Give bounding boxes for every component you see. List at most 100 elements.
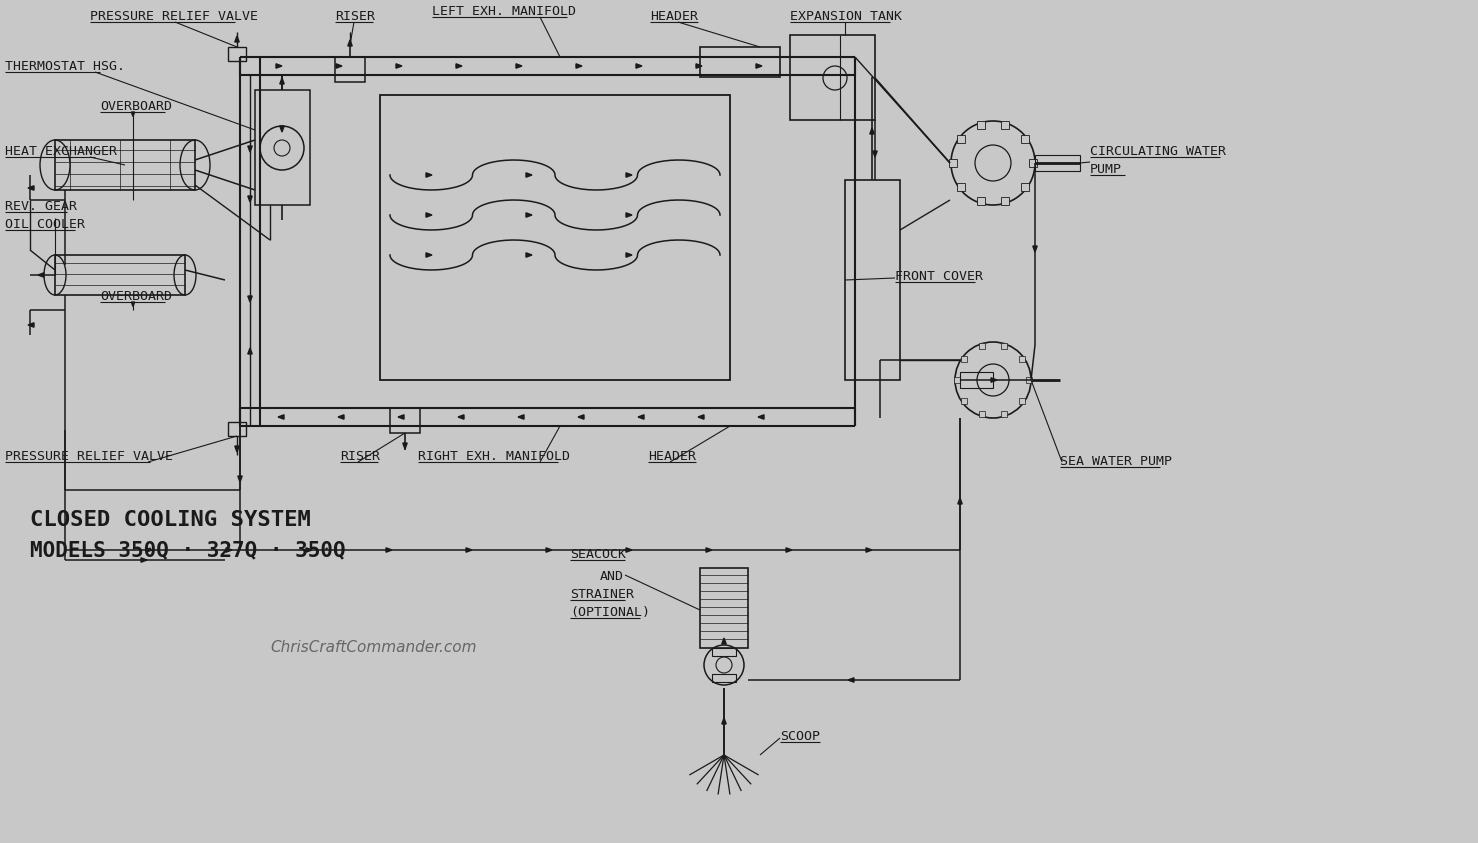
Text: MODELS 350Q · 327Q · 350Q: MODELS 350Q · 327Q · 350Q [30,540,346,560]
Bar [701,47,780,77]
Text: HEADER: HEADER [650,10,698,23]
Polygon shape [545,548,551,552]
Bar [956,136,965,143]
Bar [949,159,956,167]
Bar [1001,343,1007,349]
Polygon shape [398,415,403,419]
Text: RIGHT EXH. MANIFOLD: RIGHT EXH. MANIFOLD [418,450,571,463]
Bar [55,255,185,295]
Polygon shape [627,548,633,552]
Polygon shape [336,64,341,68]
Polygon shape [386,548,392,552]
Bar [977,197,984,205]
Polygon shape [426,173,432,177]
Polygon shape [248,196,253,202]
Text: RISER: RISER [340,450,380,463]
Polygon shape [696,64,702,68]
Polygon shape [426,212,432,217]
Polygon shape [279,78,284,84]
Polygon shape [526,173,532,177]
Text: THERMOSTAT HSG.: THERMOSTAT HSG. [4,60,126,73]
Polygon shape [758,415,764,419]
Polygon shape [28,185,34,191]
Text: HEAT EXCHANGER: HEAT EXCHANGER [4,145,117,158]
Polygon shape [338,415,344,419]
Polygon shape [235,36,239,42]
Bar [1002,121,1009,129]
Polygon shape [721,718,726,724]
Polygon shape [132,112,134,116]
Polygon shape [576,64,582,68]
Polygon shape [306,548,312,552]
Polygon shape [786,548,792,552]
Text: PRESSURE RELIEF VALVE: PRESSURE RELIEF VALVE [4,450,173,463]
Text: OVERBOARD: OVERBOARD [101,290,171,303]
Bar [977,121,984,129]
Bar [1035,155,1080,171]
Polygon shape [347,40,352,46]
Text: PUMP: PUMP [1089,163,1122,176]
Bar [1021,136,1029,143]
Bar [1020,398,1026,404]
Bar [1001,411,1007,417]
Bar [712,648,736,656]
Polygon shape [721,638,726,644]
Text: CIRCULATING WATER: CIRCULATING WATER [1089,145,1225,158]
Polygon shape [276,64,282,68]
Text: EXPANSION TANK: EXPANSION TANK [791,10,902,23]
Text: ChrisCraftCommander.com: ChrisCraftCommander.com [270,640,476,655]
Text: SEACOCK: SEACOCK [571,548,627,561]
Polygon shape [992,378,998,382]
Polygon shape [1033,246,1038,252]
Text: REV. GEAR: REV. GEAR [4,200,77,213]
Polygon shape [873,151,878,157]
Polygon shape [848,678,854,682]
Text: RISER: RISER [336,10,375,23]
Bar [256,90,310,205]
Bar [228,422,245,436]
Polygon shape [638,415,644,419]
Polygon shape [958,498,962,504]
Polygon shape [140,558,146,562]
Text: AND: AND [600,570,624,583]
Bar [1002,197,1009,205]
Polygon shape [248,146,253,152]
Polygon shape [578,415,584,419]
Polygon shape [627,212,633,217]
Polygon shape [466,548,471,552]
Polygon shape [458,415,464,419]
Text: OIL COOLER: OIL COOLER [4,218,86,231]
Text: LEFT EXH. MANIFOLD: LEFT EXH. MANIFOLD [432,5,576,18]
Bar [55,140,195,190]
Text: STRAINER: STRAINER [571,588,634,601]
Bar [961,372,993,388]
Text: HEADER: HEADER [647,450,696,463]
Polygon shape [28,323,34,327]
Bar [390,408,420,433]
Polygon shape [526,253,532,257]
Bar [1021,183,1029,191]
Polygon shape [627,173,633,177]
Bar [228,47,245,61]
Bar [961,356,967,362]
Polygon shape [278,415,284,419]
Bar [1020,356,1026,362]
Polygon shape [457,64,463,68]
Polygon shape [403,443,408,449]
Polygon shape [517,415,525,419]
Polygon shape [396,64,402,68]
Bar [978,343,984,349]
Text: OVERBOARD: OVERBOARD [101,100,171,113]
Text: SCOOP: SCOOP [780,730,820,743]
Bar [953,377,961,383]
Polygon shape [627,253,633,257]
Polygon shape [516,64,522,68]
Polygon shape [636,64,641,68]
Polygon shape [706,548,712,552]
Bar [978,411,984,417]
Polygon shape [426,253,432,257]
Polygon shape [757,64,763,68]
Bar [712,674,736,682]
Polygon shape [146,548,152,552]
Polygon shape [238,476,242,482]
